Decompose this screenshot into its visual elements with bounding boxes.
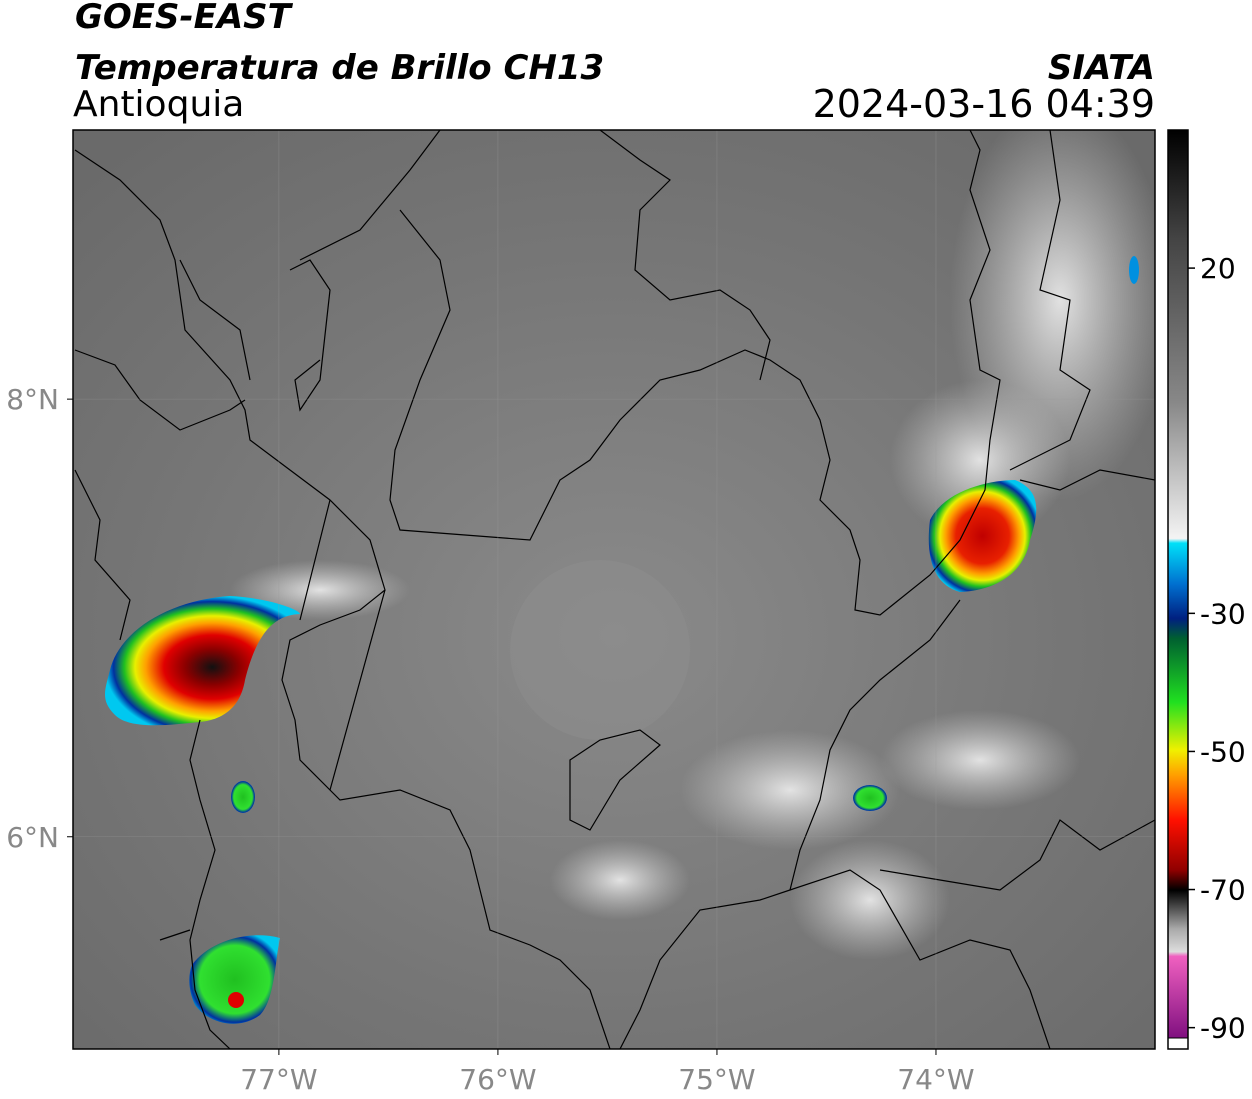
storm-core — [228, 992, 244, 1008]
colorbar-tick-label: -50 — [1200, 735, 1246, 768]
storm — [189, 935, 280, 1024]
y-tick-label: 8°N — [6, 383, 59, 416]
colorbar-extension — [1167, 1037, 1189, 1050]
storm — [105, 596, 300, 726]
y-tick-label: 6°N — [6, 821, 59, 854]
x-tick-label: 76°W — [459, 1063, 536, 1096]
storm — [1129, 256, 1139, 284]
storm — [853, 785, 887, 811]
colorbar-tick-label: -70 — [1200, 874, 1246, 907]
title: GOES-EAST — [75, 0, 294, 37]
borders — [74, 130, 1155, 1049]
datetime: 2024-03-16 04:39 — [813, 82, 1155, 126]
colorbar — [1168, 130, 1188, 1038]
cloud — [790, 840, 950, 960]
graticule — [73, 130, 1155, 1049]
x-tick-label: 75°W — [678, 1063, 755, 1096]
cloud — [880, 710, 1080, 810]
cloud — [510, 560, 690, 740]
x-tick-label: 74°W — [897, 1063, 974, 1096]
source: SIATA — [1048, 48, 1155, 88]
storm — [231, 781, 255, 813]
cloud — [680, 730, 900, 850]
cloud — [550, 840, 690, 920]
subtitle: Temperatura de Brillo CH13 — [75, 48, 604, 88]
region: Antioquia — [73, 84, 244, 125]
colorbar-tick-label: -90 — [1200, 1012, 1246, 1045]
map-frame — [72, 129, 1156, 1050]
storm — [928, 480, 1037, 592]
colorbar-tick-label: 20 — [1200, 252, 1236, 285]
map-image — [73, 130, 1155, 1049]
colorbar-tick-label: -30 — [1200, 597, 1246, 630]
x-tick-label: 77°W — [240, 1063, 317, 1096]
colorbar-frame — [1167, 129, 1189, 1050]
